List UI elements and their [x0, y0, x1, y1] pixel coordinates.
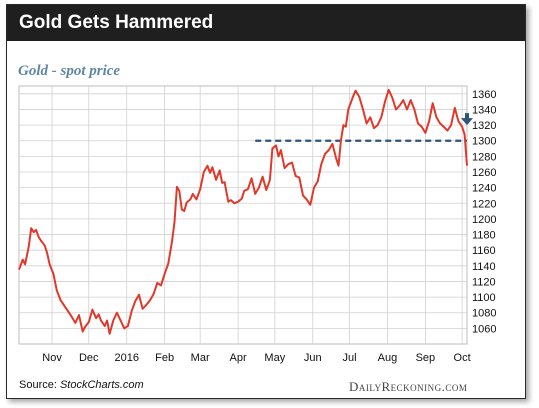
y-tick-label: 1280	[472, 151, 496, 163]
x-tick-label: Mar	[191, 352, 210, 364]
x-tick-label: May	[264, 352, 285, 364]
y-tick-label: 1100	[472, 292, 496, 304]
chart-card: Gold Gets Hammered Gold - spot price Sou…	[6, 4, 526, 399]
y-tick-label: 1200	[472, 214, 496, 226]
x-tick-label: Oct	[454, 352, 471, 364]
plot-frame	[18, 85, 468, 345]
x-tick-label: Aug	[378, 352, 398, 364]
x-tick-label: Apr	[230, 352, 247, 364]
source-site: StockCharts.com	[59, 379, 144, 391]
y-tick-label: 1320	[472, 120, 496, 132]
chart-title: Gold Gets Hammered	[19, 12, 214, 33]
x-tick-label: Jun	[304, 352, 322, 364]
y-tick-label: 1340	[472, 104, 496, 116]
y-tick-label: 1120	[472, 276, 496, 288]
x-tick-label: Dec	[79, 352, 99, 364]
y-tick-label: 1140	[472, 261, 496, 273]
down-arrow-icon	[461, 113, 473, 126]
x-tick-label: Sep	[416, 352, 436, 364]
chart-subtitle: Gold - spot price	[18, 63, 121, 79]
y-tick-label: 1360	[472, 89, 496, 101]
title-bar: Gold Gets Hammered	[7, 5, 525, 41]
y-tick-label: 1060	[472, 323, 496, 335]
y-tick-label: 1220	[472, 198, 496, 210]
x-tick-label: Jul	[342, 352, 356, 364]
gold-price-series-line	[18, 88, 468, 335]
y-tick-label: 1260	[472, 167, 496, 179]
x-tick-label: 2016	[114, 352, 138, 364]
x-tick-label: Nov	[42, 352, 62, 364]
y-tick-label: 1180	[472, 230, 496, 242]
y-tick-label: 1300	[472, 136, 496, 148]
x-tick-label: Feb	[155, 352, 174, 364]
brand-mark: DailyReckoning.com	[349, 379, 468, 394]
y-tick-label: 1080	[472, 308, 496, 320]
y-tick-label: 1160	[472, 245, 496, 257]
source-prefix: Source:	[19, 379, 60, 391]
y-tick-label: 1240	[472, 183, 496, 195]
source-note: Source: StockCharts.com	[19, 379, 144, 391]
